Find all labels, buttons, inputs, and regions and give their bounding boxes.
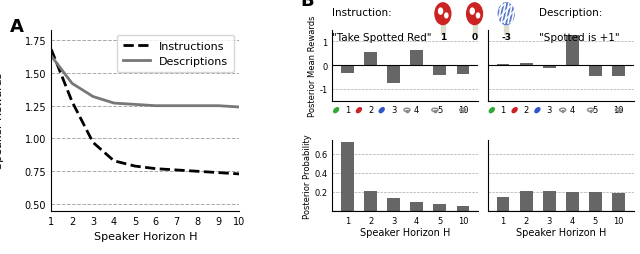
Text: 1: 1 bbox=[440, 33, 446, 42]
Bar bbox=[543, 191, 556, 211]
Text: Description:: Description: bbox=[539, 8, 602, 18]
Bar bbox=[387, 199, 400, 211]
Descriptions bbox=[236, 106, 243, 109]
Circle shape bbox=[438, 9, 443, 15]
Bar bbox=[612, 193, 625, 211]
Descriptions bbox=[214, 105, 222, 108]
Ellipse shape bbox=[490, 108, 494, 113]
Instructions bbox=[131, 165, 139, 168]
Ellipse shape bbox=[435, 4, 451, 25]
Instructions bbox=[152, 167, 159, 170]
Descriptions bbox=[110, 102, 118, 105]
Bar bbox=[497, 198, 509, 211]
Text: A: A bbox=[10, 18, 24, 36]
Descriptions bbox=[152, 105, 159, 108]
Text: -3: -3 bbox=[501, 33, 511, 42]
Circle shape bbox=[476, 14, 479, 19]
Y-axis label: Posterior Probability: Posterior Probability bbox=[303, 133, 312, 218]
Bar bbox=[543, 66, 556, 69]
Descriptions bbox=[47, 55, 55, 58]
Instructions bbox=[68, 101, 76, 104]
Instructions bbox=[47, 49, 55, 52]
Bar bbox=[497, 65, 509, 66]
Bar bbox=[364, 191, 377, 211]
Instructions bbox=[173, 169, 180, 172]
Bar bbox=[562, 110, 563, 113]
Descriptions bbox=[131, 103, 139, 106]
Text: Instruction:: Instruction: bbox=[332, 8, 392, 18]
Y-axis label: Speaker Rewards: Speaker Rewards bbox=[0, 73, 4, 169]
Bar bbox=[341, 143, 354, 211]
X-axis label: Speaker Horizon H: Speaker Horizon H bbox=[360, 227, 451, 237]
Descriptions bbox=[173, 105, 180, 108]
Text: "Take Spotted Red": "Take Spotted Red" bbox=[332, 33, 432, 43]
Bar bbox=[341, 66, 354, 74]
X-axis label: Speaker Horizon H: Speaker Horizon H bbox=[93, 231, 197, 241]
Bar bbox=[520, 64, 532, 66]
Instructions bbox=[236, 173, 243, 176]
Instructions bbox=[214, 171, 222, 174]
Y-axis label: Posterior Mean Rewards: Posterior Mean Rewards bbox=[308, 15, 317, 116]
Bar bbox=[566, 36, 579, 66]
Bar bbox=[410, 202, 423, 211]
Bar bbox=[566, 192, 579, 211]
Descriptions bbox=[194, 105, 202, 108]
Ellipse shape bbox=[512, 108, 517, 113]
Bar bbox=[433, 66, 446, 76]
Instructions bbox=[110, 160, 118, 163]
Legend: Instructions, Descriptions: Instructions, Descriptions bbox=[117, 36, 234, 73]
Text: B: B bbox=[300, 0, 314, 9]
Circle shape bbox=[470, 9, 474, 15]
Bar bbox=[589, 192, 602, 211]
Bar bbox=[406, 110, 408, 113]
Bar bbox=[433, 204, 446, 211]
Bar bbox=[590, 110, 591, 113]
Bar bbox=[520, 191, 532, 211]
Bar bbox=[410, 51, 423, 66]
Ellipse shape bbox=[535, 108, 540, 113]
Bar bbox=[472, 23, 477, 35]
Ellipse shape bbox=[467, 4, 483, 25]
Bar bbox=[456, 206, 469, 211]
Bar bbox=[387, 66, 400, 84]
Bar bbox=[612, 66, 625, 77]
Ellipse shape bbox=[333, 108, 339, 113]
Line: Instructions: Instructions bbox=[51, 50, 239, 174]
Ellipse shape bbox=[380, 108, 384, 113]
X-axis label: Speaker Horizon H: Speaker Horizon H bbox=[516, 227, 606, 237]
Instructions bbox=[89, 141, 97, 144]
Descriptions bbox=[89, 96, 97, 99]
Bar bbox=[504, 23, 508, 35]
Bar bbox=[441, 23, 445, 35]
Bar bbox=[618, 110, 619, 113]
Bar bbox=[589, 66, 602, 77]
Circle shape bbox=[445, 14, 448, 19]
Text: "Spotted is +1": "Spotted is +1" bbox=[539, 33, 620, 43]
Instructions bbox=[194, 170, 202, 173]
Ellipse shape bbox=[356, 108, 362, 113]
Bar bbox=[456, 66, 469, 75]
Bar bbox=[462, 110, 463, 113]
Descriptions bbox=[68, 83, 76, 86]
Ellipse shape bbox=[499, 4, 514, 25]
Bar bbox=[434, 110, 436, 113]
Line: Descriptions: Descriptions bbox=[51, 57, 239, 108]
Text: 0: 0 bbox=[472, 33, 477, 42]
Bar bbox=[364, 53, 377, 66]
